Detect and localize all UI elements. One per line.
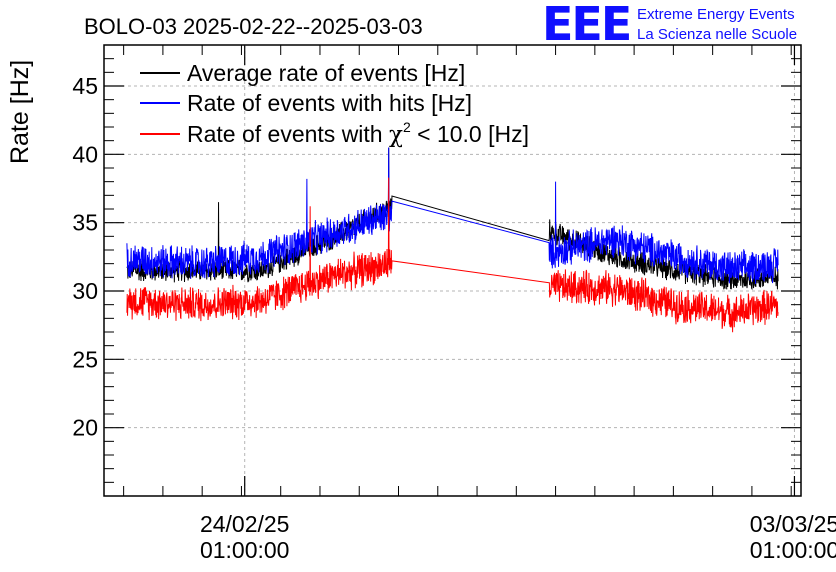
y-tick-label-3: 35 [72, 210, 98, 236]
x-tick-label-time-0: 01:00:00 [200, 537, 290, 563]
logo-line-1: Extreme Energy Events [637, 6, 795, 23]
legend-chi2-symbol: χ [389, 122, 403, 148]
x-tick-label-date-0: 24/02/25 [200, 511, 290, 537]
chart-title: BOLO-03 2025-02-22--2025-03-03 [84, 14, 423, 39]
logo-line-2: La Scienza nelle Scuole [637, 26, 797, 43]
legend-label-hits: Rate of events with hits [Hz] [187, 90, 472, 116]
legend-label-average: Average rate of events [Hz] [187, 60, 465, 86]
x-tick-label-time-1: 01:00:00 [750, 537, 836, 563]
legend-chi2-part-2: < 10.0 [Hz] [411, 121, 529, 147]
eee-logo-mark: EEE [542, 0, 630, 51]
legend: Average rate of events [Hz] Rate of even… [140, 60, 529, 148]
series-line-1 [126, 147, 779, 284]
y-tick-label-2: 30 [72, 278, 98, 304]
y-tick-label-1: 25 [72, 346, 98, 372]
y-tick-label-4: 40 [72, 141, 98, 167]
plot-frame [103, 44, 802, 497]
legend-chi2-part-1: Rate of events with [187, 121, 389, 147]
y-tick-label-0: 20 [72, 415, 98, 441]
x-tick-label-date-1: 03/03/25 [750, 511, 836, 537]
legend-label-chi2: Rate of events with χ2 < 10.0 [Hz] [187, 119, 529, 148]
legend-chi2-exponent: 2 [403, 119, 411, 135]
y-tick-label-5: 45 [72, 73, 98, 99]
y-axis-label: Rate [Hz] [6, 60, 34, 164]
series-line-2 [126, 177, 779, 333]
